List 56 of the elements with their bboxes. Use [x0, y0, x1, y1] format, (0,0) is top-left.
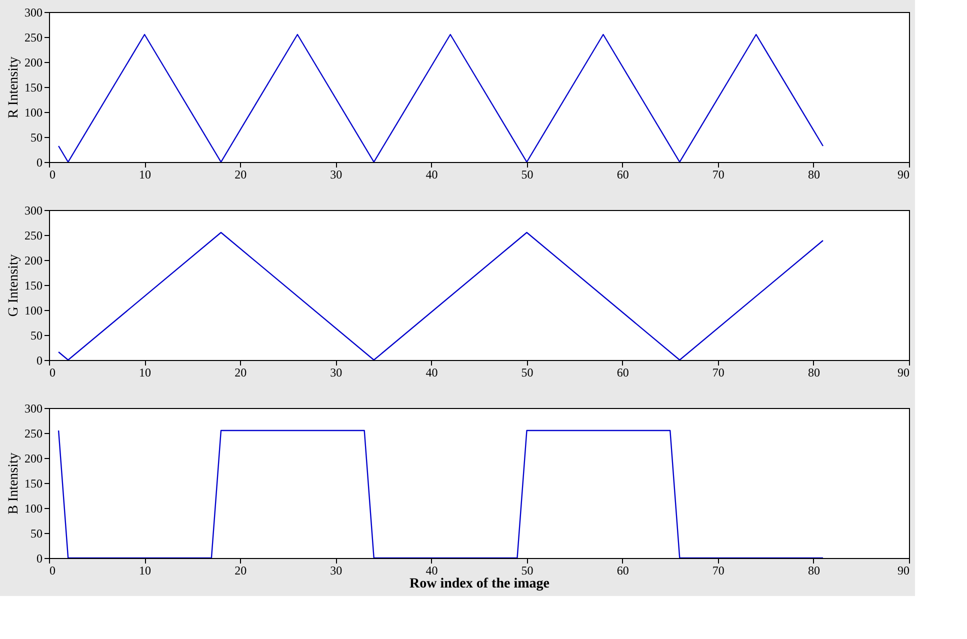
x-tick-label: 0 [50, 168, 56, 182]
x-tick-label: 50 [521, 366, 534, 380]
y-tick-label: 50 [30, 526, 42, 540]
y-axis-title: R Intensity [6, 56, 22, 118]
y-tick-label: 0 [36, 156, 42, 170]
y-tick-label: 150 [24, 476, 42, 490]
x-tick-label: 70 [712, 564, 724, 578]
y-tick-label: 300 [24, 6, 42, 20]
x-tick-label: 50 [521, 564, 534, 578]
x-tick-label: 20 [234, 564, 247, 578]
y-tick-label: 200 [24, 452, 42, 466]
y-axis-title: G Intensity [6, 254, 22, 317]
x-tick-label: 90 [898, 168, 910, 182]
y-tick-label: 100 [24, 502, 42, 516]
x-axis-title: Row index of the image [410, 576, 550, 592]
y-tick-label: 150 [24, 278, 42, 292]
x-tick-label: 0 [50, 366, 56, 380]
x-tick-label: 0 [50, 564, 56, 578]
x-tick-label: 40 [426, 168, 438, 182]
y-tick-label: 200 [24, 56, 42, 70]
y-tick-label: 250 [24, 228, 42, 242]
y-tick-label: 100 [24, 304, 42, 318]
x-tick-label: 60 [616, 564, 629, 578]
x-tick-label: 70 [712, 366, 724, 380]
x-tick-label: 80 [808, 564, 820, 578]
x-tick-label: 90 [898, 564, 910, 578]
x-tick-label: 60 [616, 366, 629, 380]
x-tick-label: 20 [234, 168, 247, 182]
x-tick-label: 10 [139, 168, 152, 182]
y-tick-label: 0 [36, 552, 42, 566]
y-tick-label: 250 [24, 30, 42, 44]
line-series [58, 232, 824, 360]
y-tick-label: 300 [24, 204, 42, 218]
y-tick-label: 50 [30, 328, 42, 342]
x-tick-label: 50 [521, 168, 534, 182]
y-tick-label: 200 [24, 254, 42, 268]
x-tick-label: 20 [234, 366, 247, 380]
x-tick-label: 30 [330, 564, 342, 578]
x-tick-label: 10 [139, 366, 152, 380]
x-tick-label: 60 [616, 168, 629, 182]
y-tick-label: 250 [24, 426, 42, 440]
x-tick-label: 70 [712, 168, 724, 182]
y-tick-label: 300 [24, 402, 42, 416]
y-tick-label: 100 [24, 106, 42, 120]
x-tick-label: 40 [426, 564, 438, 578]
x-tick-label: 80 [808, 168, 820, 182]
x-tick-label: 30 [330, 168, 342, 182]
x-tick-label: 40 [426, 366, 438, 380]
x-tick-label: 80 [808, 366, 820, 380]
x-tick-label: 30 [330, 366, 342, 380]
x-tick-label: 10 [139, 564, 152, 578]
y-tick-label: 0 [36, 354, 42, 368]
x-tick-label: 90 [898, 366, 910, 380]
y-tick-label: 50 [30, 130, 42, 144]
y-tick-label: 150 [24, 80, 42, 94]
y-axis-title: B Intensity [6, 452, 22, 514]
